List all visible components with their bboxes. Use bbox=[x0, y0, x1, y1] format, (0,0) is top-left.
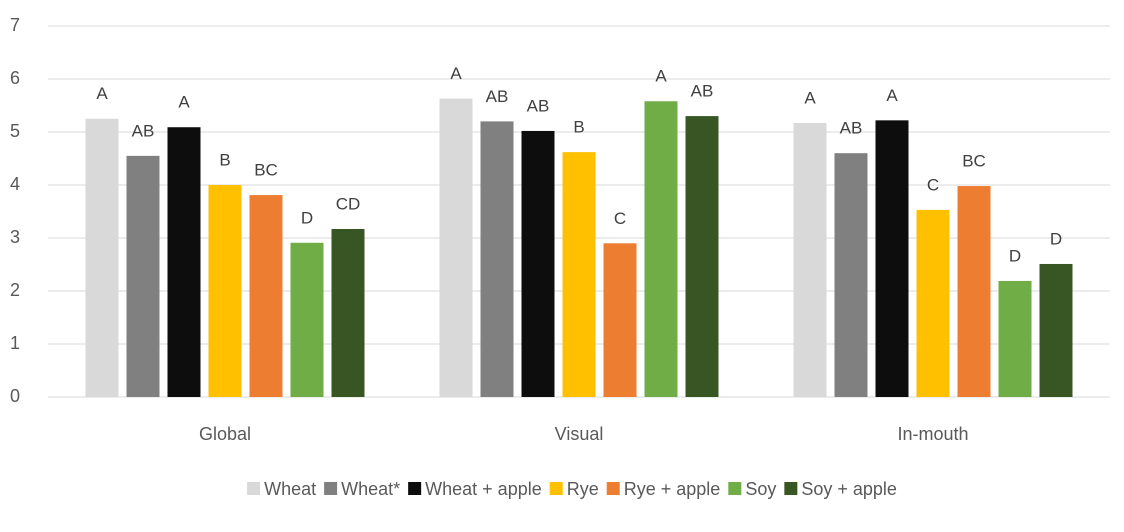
legend-swatch bbox=[606, 482, 620, 495]
bar bbox=[85, 118, 119, 397]
legend-swatch bbox=[549, 482, 563, 495]
bar-annotation: C bbox=[927, 175, 939, 194]
x-tick-label: Global bbox=[199, 424, 251, 444]
bar-annotation: D bbox=[1050, 229, 1062, 248]
bar-annotation: A bbox=[804, 88, 816, 107]
bar bbox=[603, 243, 637, 397]
legend-swatch bbox=[247, 482, 261, 495]
bar-annotation: BC bbox=[962, 152, 986, 171]
bar bbox=[480, 121, 514, 398]
bar-annotation: BC bbox=[254, 161, 278, 180]
bar bbox=[875, 120, 909, 397]
legend-label: Wheat* bbox=[341, 479, 400, 499]
bar bbox=[1039, 263, 1073, 397]
bar-annotation: A bbox=[655, 67, 667, 86]
y-tick-label: 6 bbox=[10, 68, 20, 88]
y-tick-label: 1 bbox=[10, 333, 20, 353]
bar bbox=[562, 152, 596, 397]
bar-annotation: AB bbox=[132, 121, 155, 140]
y-tick-label: 3 bbox=[10, 227, 20, 247]
bar bbox=[916, 209, 950, 397]
bar bbox=[290, 242, 324, 397]
bar-annotation: AB bbox=[527, 96, 550, 115]
bar bbox=[793, 122, 827, 398]
x-tick-label: Visual bbox=[555, 424, 604, 444]
legend-label: Soy + apple bbox=[801, 479, 897, 499]
bar bbox=[998, 280, 1032, 397]
bar bbox=[685, 116, 719, 397]
bar-annotation: AB bbox=[691, 82, 714, 101]
legend-label: Wheat + apple bbox=[425, 479, 542, 499]
bar-annotation: B bbox=[219, 150, 230, 169]
x-tick-label: In-mouth bbox=[897, 424, 968, 444]
bar-annotation: A bbox=[450, 64, 462, 83]
legend-label: Rye + apple bbox=[624, 479, 721, 499]
bar bbox=[208, 185, 242, 397]
bar-annotation: AB bbox=[840, 119, 863, 138]
bar bbox=[126, 155, 160, 397]
bar-annotation: A bbox=[96, 84, 108, 103]
legend-swatch bbox=[324, 482, 338, 495]
bar bbox=[249, 195, 283, 397]
legend-label: Rye bbox=[567, 479, 599, 499]
bar-annotation: CD bbox=[336, 194, 361, 213]
bar-annotation: A bbox=[178, 93, 190, 112]
legend-swatch bbox=[728, 482, 742, 495]
bar bbox=[521, 130, 555, 397]
bar bbox=[644, 101, 678, 397]
bar bbox=[167, 127, 201, 397]
y-tick-label: 0 bbox=[10, 386, 20, 406]
bar-annotation: D bbox=[301, 208, 313, 227]
bar-annotation: A bbox=[886, 86, 898, 105]
bar-annotation: C bbox=[614, 209, 626, 228]
bar-annotation: B bbox=[573, 118, 584, 137]
y-tick-label: 7 bbox=[10, 15, 20, 35]
bar-annotation: AB bbox=[486, 87, 509, 106]
y-tick-label: 2 bbox=[10, 280, 20, 300]
bar bbox=[957, 186, 991, 397]
bar bbox=[439, 98, 473, 398]
legend-label: Wheat bbox=[264, 479, 316, 499]
bar bbox=[834, 153, 868, 397]
legend-swatch bbox=[784, 482, 798, 495]
y-tick-label: 4 bbox=[10, 174, 20, 194]
y-tick-label: 5 bbox=[10, 121, 20, 141]
bar bbox=[331, 228, 365, 397]
legend-swatch bbox=[408, 482, 422, 495]
bar-annotation: D bbox=[1009, 246, 1021, 265]
legend-label: Soy bbox=[745, 479, 776, 499]
